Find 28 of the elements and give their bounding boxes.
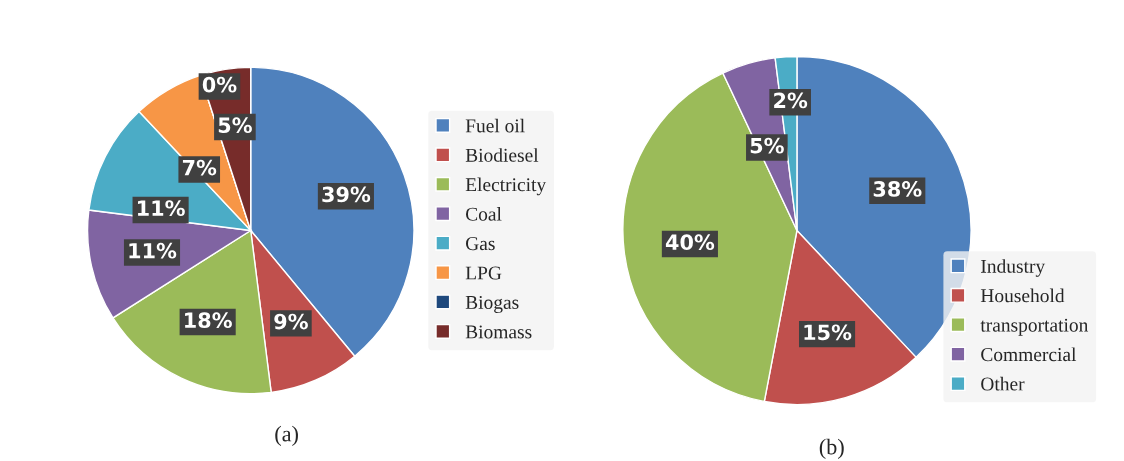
legend-label: Fuel oil — [465, 118, 525, 133]
text: (a) — [275, 425, 298, 446]
data-label: 38% — [873, 181, 922, 197]
legend-label: Biogas — [465, 295, 519, 313]
legend-label: Gas — [465, 237, 495, 251]
legend-label: Biomass — [465, 325, 532, 339]
data-label: 5% — [750, 137, 784, 154]
legend-label: Household — [980, 288, 1065, 303]
data-label: 11% — [129, 242, 177, 259]
text: (b) — [819, 438, 844, 459]
data-label: 18% — [185, 312, 232, 329]
data-label: 11% — [138, 200, 185, 217]
legend-label: Commercial — [981, 347, 1077, 362]
data-label: 7% — [182, 159, 217, 176]
legend-label: LPG — [465, 266, 502, 280]
text: 0% — [202, 76, 237, 93]
legend-label: Coal — [465, 207, 502, 221]
data-label: 15% — [804, 324, 852, 341]
legend-label: transportation — [980, 318, 1089, 336]
legend-label: Biodiesel — [465, 148, 539, 162]
data-label: 40% — [665, 234, 715, 251]
data-label: 5% — [218, 117, 252, 134]
legend-label: Electricity — [465, 177, 547, 196]
legend-label: Industry — [981, 259, 1046, 277]
data-label: 9% — [274, 313, 308, 330]
data-label: 39% — [322, 186, 371, 203]
data-label: 2% — [774, 92, 808, 109]
legend-label: Other — [981, 376, 1025, 391]
